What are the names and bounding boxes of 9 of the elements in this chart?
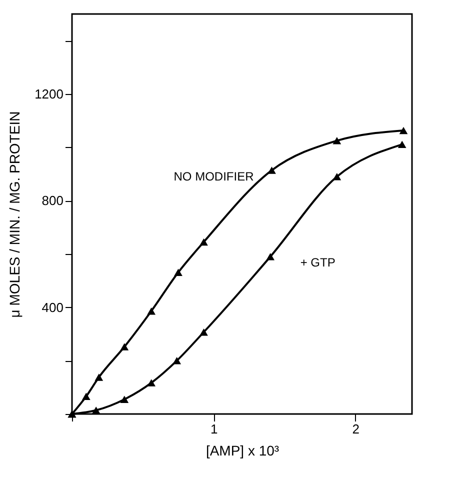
y-axis-title: μ MOLES / MIN. / MG. PROTEIN bbox=[6, 111, 23, 318]
x-tick-label: 1 bbox=[210, 422, 218, 436]
series-label: NO MODIFIER bbox=[174, 169, 254, 184]
x-tick-label: 2 bbox=[352, 422, 360, 436]
y-tick-label: 800 bbox=[42, 193, 64, 208]
series-label: + GTP bbox=[300, 256, 336, 270]
y-tick-label: 1200 bbox=[34, 86, 64, 102]
x-axis-title: [AMP] x 10³ bbox=[206, 442, 280, 458]
y-tick-label: 400 bbox=[42, 300, 64, 315]
